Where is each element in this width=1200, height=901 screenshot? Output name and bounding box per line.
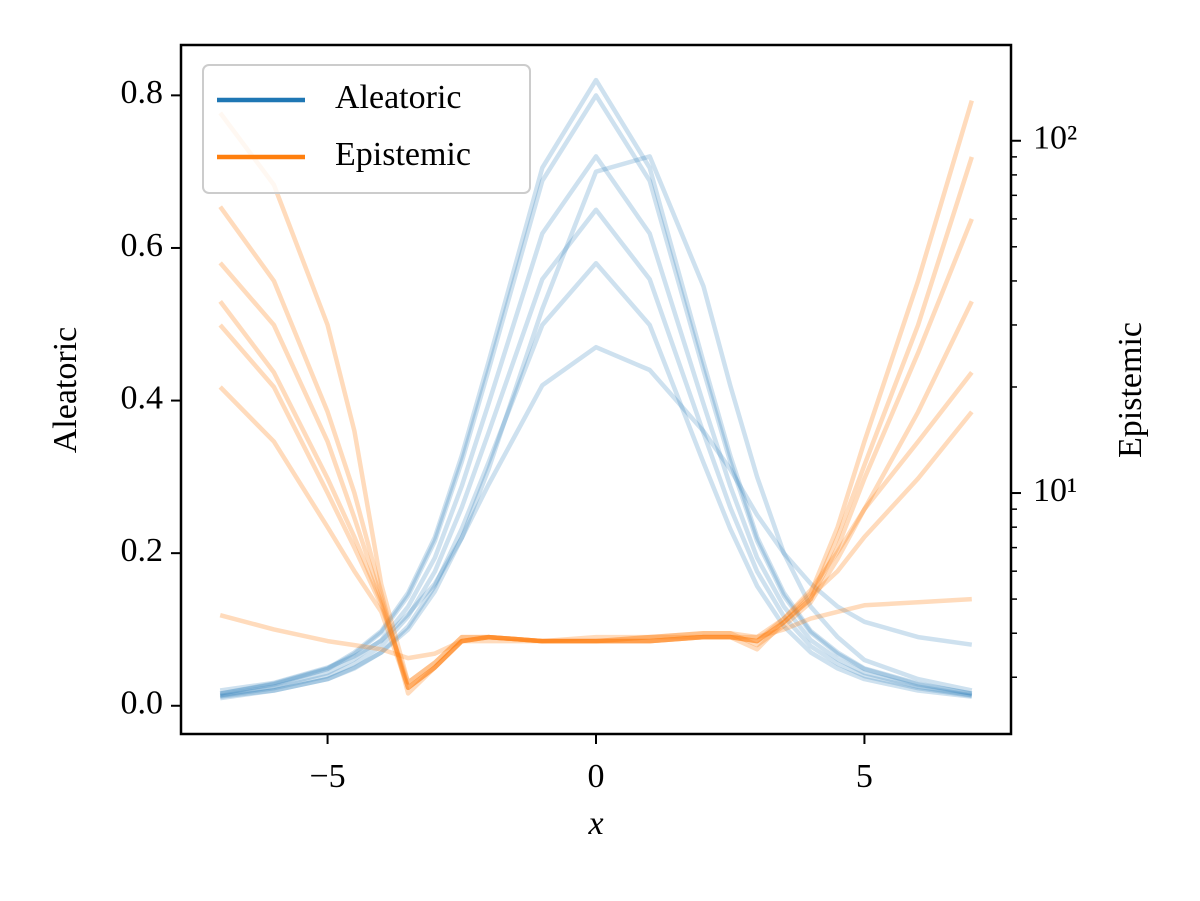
y-tick-label: 0.2: [121, 532, 164, 569]
y-tick-label: 0.0: [121, 685, 164, 722]
series-line: [219, 93, 973, 696]
y2-tick-label: 10²: [1033, 120, 1077, 157]
series-line: [218, 300, 974, 691]
series-line: [218, 99, 974, 685]
legend-label: Epistemic: [335, 136, 471, 173]
series-line: [219, 207, 973, 699]
series-line: [219, 154, 973, 701]
y-tick-label: 0.4: [121, 379, 164, 416]
y2-axis-label: Epistemic: [1112, 322, 1149, 458]
y2-tick-label: 10¹: [1033, 472, 1077, 509]
series-line: [219, 77, 973, 696]
series-line: [218, 156, 974, 696]
y-tick-label: 0.6: [121, 227, 164, 264]
series-line: [219, 596, 972, 661]
y-tick-label: 0.8: [121, 74, 164, 111]
x-axis-label: x: [587, 805, 603, 842]
series-line: [219, 344, 973, 693]
series-line: [219, 260, 973, 699]
x-tick-label: 5: [856, 758, 873, 795]
series-line: [218, 385, 974, 691]
series-line: [218, 300, 974, 685]
legend-label: Aleatoric: [335, 79, 462, 116]
x-tick-label: 0: [588, 758, 605, 795]
y-axis-label: Aleatoric: [47, 327, 84, 454]
series-line: [218, 218, 974, 691]
series-line: [219, 154, 973, 698]
x-tick-label: −5: [309, 758, 345, 795]
legend-box: [202, 64, 531, 194]
